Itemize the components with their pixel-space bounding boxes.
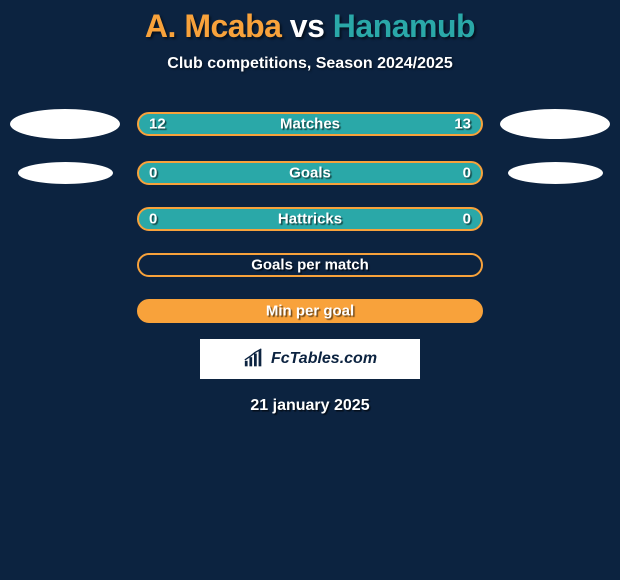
stat-row: Goals per match xyxy=(0,253,620,277)
bar-chart-icon xyxy=(243,348,265,370)
stat-label: Goals per match xyxy=(251,257,369,274)
player1-value: 0 xyxy=(149,211,157,228)
stat-row: Matches 12 13 xyxy=(0,109,620,139)
player2-ellipse xyxy=(500,109,610,139)
left-ellipse-slot xyxy=(5,162,125,184)
stat-row: Min per goal xyxy=(0,299,620,323)
stat-label: Hattricks xyxy=(278,211,342,228)
player2-name: Hanamub xyxy=(333,8,475,44)
brand-text: FcTables.com xyxy=(271,350,377,368)
player2-value: 0 xyxy=(463,211,471,228)
stat-pill: Goals per match xyxy=(137,253,483,277)
player1-value: 12 xyxy=(149,116,166,133)
right-ellipse-slot xyxy=(495,162,615,184)
player2-value: 0 xyxy=(463,165,471,182)
stat-pill: Min per goal xyxy=(137,299,483,323)
stat-label: Goals xyxy=(289,165,331,182)
brand-box: FcTables.com xyxy=(200,339,420,379)
right-ellipse-slot xyxy=(495,109,615,139)
stat-label: Min per goal xyxy=(266,303,354,320)
player1-ellipse xyxy=(18,162,113,184)
player1-value: 0 xyxy=(149,165,157,182)
stat-row: Goals 0 0 xyxy=(0,161,620,185)
player2-ellipse xyxy=(508,162,603,184)
left-ellipse-slot xyxy=(5,109,125,139)
stat-row: Hattricks 0 0 xyxy=(0,207,620,231)
stat-pill: Hattricks 0 0 xyxy=(137,207,483,231)
stats-area: Matches 12 13 Goals 0 0 Hattricks 0 0 Goals per m… xyxy=(0,109,620,323)
vs-text: vs xyxy=(290,8,325,44)
stat-label: Matches xyxy=(280,116,340,133)
date-text: 21 january 2025 xyxy=(250,397,369,415)
page-title: A. Mcaba vs Hanamub xyxy=(145,8,475,45)
stat-pill: Matches 12 13 xyxy=(137,112,483,136)
subtitle: Club competitions, Season 2024/2025 xyxy=(167,55,452,73)
player1-name: A. Mcaba xyxy=(145,8,281,44)
player1-ellipse xyxy=(10,109,120,139)
player2-value: 13 xyxy=(454,116,471,133)
stat-pill: Goals 0 0 xyxy=(137,161,483,185)
